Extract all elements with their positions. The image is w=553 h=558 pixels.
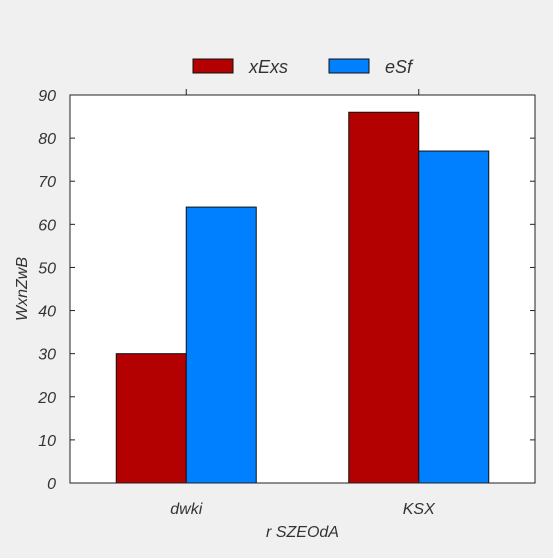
y-axis-label: WxnZwB [14,257,31,321]
y-tick-label: 70 [38,174,56,191]
bar-xExs-dwki [115,353,187,484]
y-tick-label: 80 [38,131,56,148]
y-tick-label: 20 [37,390,56,407]
bar-xExs-KSX [348,111,420,484]
y-tick-label: 60 [38,217,56,234]
bar-eSf-KSX [418,150,490,484]
x-tick-label: KSX [403,501,436,518]
plot-frame [69,94,536,484]
y-tick-label: 30 [38,347,56,364]
legend-swatch [192,58,234,74]
x-axis-label: r SZEOdA [266,524,339,541]
y-tick-label: 40 [38,304,56,321]
legend-swatch [328,58,370,74]
legend: xExs eSf [192,57,414,77]
y-tick-label: 10 [38,433,56,450]
bar-eSf-dwki [185,206,257,484]
y-axis: 0 10 20 30 40 50 60 70 80 90 [37,88,535,493]
legend-label: xExs [248,57,288,77]
y-tick-label: 0 [47,476,56,493]
legend-label: eSf [385,57,414,77]
y-tick-label: 90 [38,88,56,105]
x-axis: dwki KSX [170,89,436,518]
bars-group [115,111,490,484]
x-tick-label: dwki [170,501,202,518]
y-tick-label: 50 [38,260,56,277]
